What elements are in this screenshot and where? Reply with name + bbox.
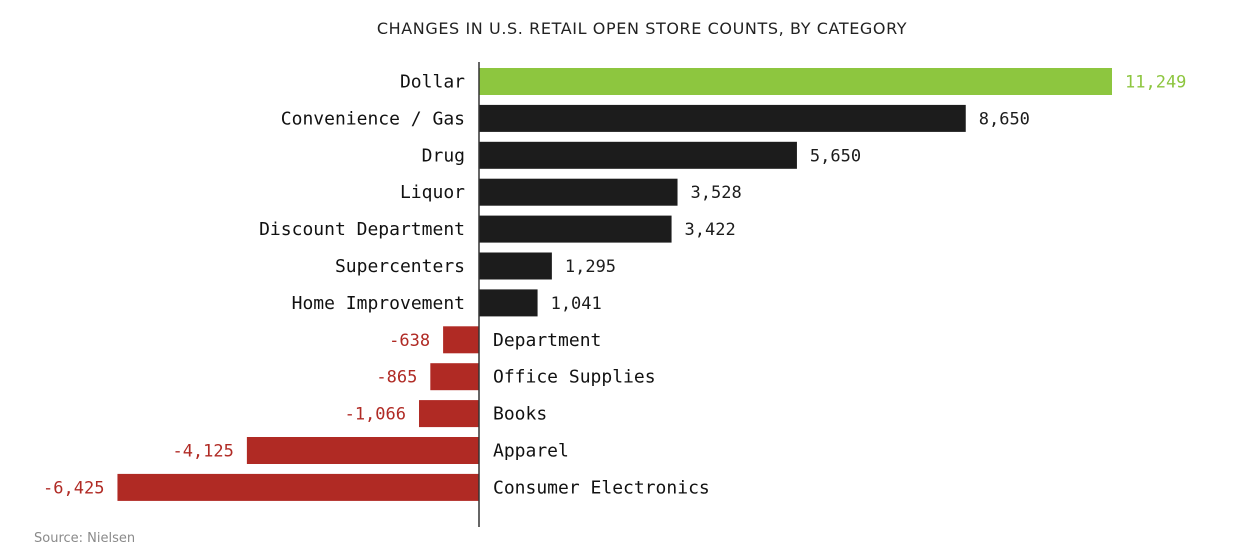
value-label-consumer-electronics: -6,425 [43,478,104,498]
bar-department [443,326,479,354]
category-label-drug: Drug [422,145,465,166]
chart-title: CHANGES IN U.S. RETAIL OPEN STORE COUNTS… [377,19,907,38]
value-label-discount-department: 3,422 [685,220,736,240]
value-label-supercenters: 1,295 [565,257,616,277]
category-label-home-improvement: Home Improvement [292,293,465,314]
value-label-home-improvement: 1,041 [551,294,602,314]
value-label-drug: 5,650 [810,146,861,166]
bar-home-improvement [479,289,538,317]
bar-consumer-electronics [117,473,479,501]
category-label-apparel: Apparel [493,441,569,462]
source-note: Source: Nielsen [34,531,135,546]
value-label-convenience-gas: 8,650 [979,109,1030,129]
bar-discount-department [479,215,672,243]
bar-convenience-gas [479,104,966,132]
category-label-supercenters: Supercenters [335,256,465,277]
bar-drug [479,141,797,169]
category-label-liquor: Liquor [400,182,465,203]
bars-layer: Dollar 11,249 Convenience / Gas 8,650 Drug 5,… [43,68,1186,501]
value-label-books: -1,066 [345,405,406,425]
bar-books [419,400,479,428]
bar-office-supplies [430,363,479,391]
value-label-department: -638 [389,331,430,351]
value-label-dollar: 11,249 [1125,73,1186,93]
value-label-liquor: 3,528 [691,183,742,203]
category-label-consumer-electronics: Consumer Electronics [493,477,710,498]
category-label-dollar: Dollar [400,72,465,93]
category-label-convenience-gas: Convenience / Gas [281,108,465,129]
bar-supercenters [479,252,552,280]
category-label-office-supplies: Office Supplies [493,367,656,388]
value-label-apparel: -4,125 [172,442,233,462]
bar-apparel [246,437,479,464]
bar-liquor [479,178,678,206]
category-label-department: Department [493,330,601,351]
category-label-books: Books [493,404,547,425]
value-label-office-supplies: -865 [376,368,417,388]
category-label-discount-department: Discount Department [259,219,465,240]
bar-dollar [479,68,1112,95]
